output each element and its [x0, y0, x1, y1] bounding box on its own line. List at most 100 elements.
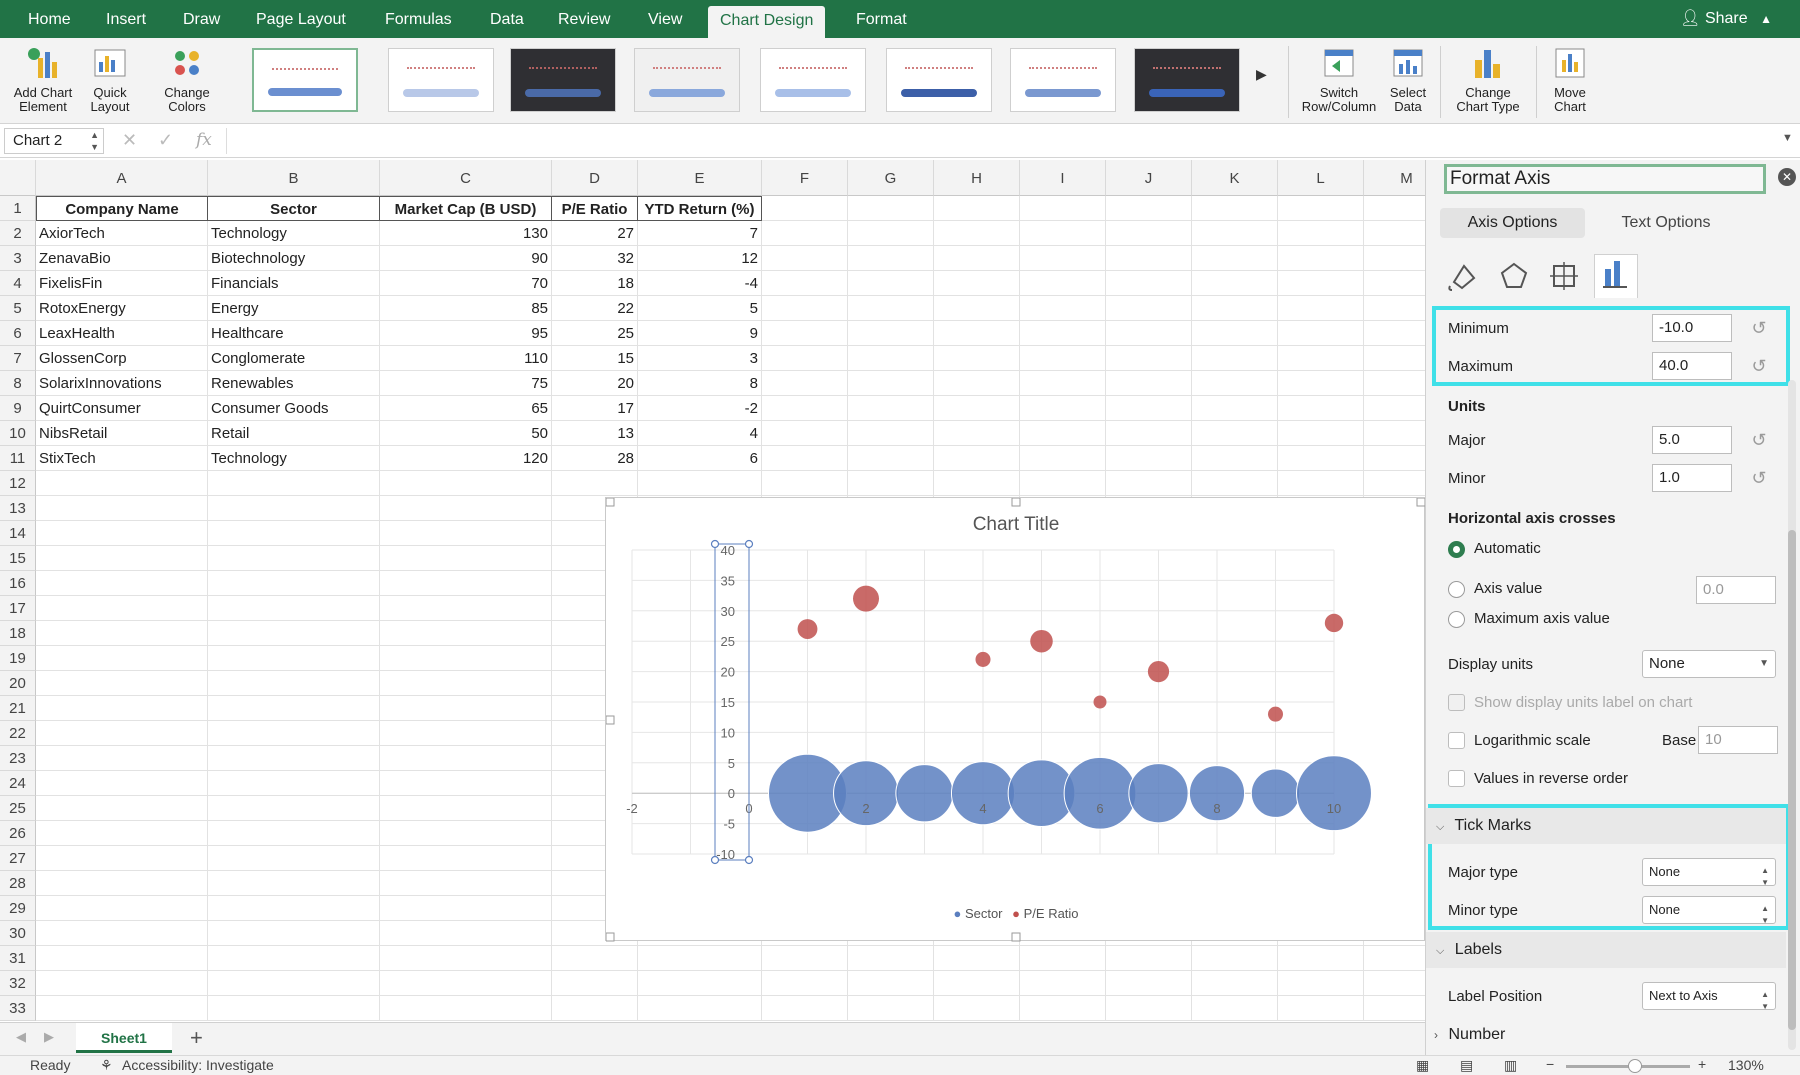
empty-cell[interactable] [1192, 371, 1278, 396]
empty-cell[interactable] [762, 421, 848, 446]
empty-cell[interactable] [1364, 296, 1425, 321]
table-cell[interactable]: Retail [208, 421, 380, 446]
empty-cell[interactable] [848, 996, 934, 1021]
bubble-pe-ratio[interactable] [1147, 660, 1170, 683]
empty-cell[interactable] [1106, 971, 1192, 996]
empty-cell[interactable] [762, 996, 848, 1021]
empty-cell[interactable] [1192, 421, 1278, 446]
row-header[interactable]: 32 [0, 971, 36, 996]
table-cell[interactable]: 120 [380, 446, 552, 471]
table-cell[interactable]: -2 [638, 396, 762, 421]
empty-cell[interactable] [1020, 446, 1106, 471]
table-cell[interactable]: 65 [380, 396, 552, 421]
empty-cell[interactable] [1364, 321, 1425, 346]
empty-cell[interactable] [208, 596, 380, 621]
empty-cell[interactable] [552, 971, 638, 996]
empty-cell[interactable] [1364, 971, 1425, 996]
table-cell[interactable]: 13 [552, 421, 638, 446]
empty-cell[interactable] [848, 371, 934, 396]
table-cell[interactable]: 9 [638, 321, 762, 346]
chart-area[interactable]: Chart Title -2 0 2 4 6 8 10 40 35 30 25 20 15 10 5 0 -5-… [605, 497, 1426, 942]
empty-cell[interactable] [36, 471, 208, 496]
empty-cell[interactable] [1020, 371, 1106, 396]
empty-cell[interactable] [1364, 371, 1425, 396]
empty-cell[interactable] [1020, 996, 1106, 1021]
switch-row-column-button[interactable]: Switch Row/Column [1296, 46, 1382, 114]
table-cell[interactable]: 22 [552, 296, 638, 321]
empty-cell[interactable] [848, 396, 934, 421]
column-header[interactable]: M [1364, 160, 1425, 196]
empty-cell[interactable] [36, 996, 208, 1021]
table-cell[interactable]: Consumer Goods [208, 396, 380, 421]
row-header[interactable]: 6 [0, 321, 36, 346]
table-cell[interactable]: 17 [552, 396, 638, 421]
zoom-slider-thumb[interactable] [1628, 1059, 1642, 1073]
empty-cell[interactable] [208, 471, 380, 496]
row-header[interactable]: 12 [0, 471, 36, 496]
column-header[interactable]: H [934, 160, 1020, 196]
empty-cell[interactable] [1278, 371, 1364, 396]
log-scale-checkbox[interactable] [1448, 732, 1465, 749]
row-header[interactable]: 11 [0, 446, 36, 471]
empty-cell[interactable] [380, 596, 552, 621]
empty-cell[interactable] [36, 621, 208, 646]
empty-cell[interactable] [208, 621, 380, 646]
bubble-sector[interactable] [1188, 765, 1246, 822]
empty-cell[interactable] [1020, 396, 1106, 421]
empty-cell[interactable] [638, 471, 762, 496]
table-cell[interactable]: 4 [638, 421, 762, 446]
zoom-in-button[interactable]: + [1698, 1056, 1707, 1072]
effects-icon[interactable] [1494, 256, 1538, 296]
chart-style-5[interactable] [760, 48, 866, 112]
empty-cell[interactable] [552, 946, 638, 971]
change-colors-button[interactable]: Change Colors [152, 46, 222, 114]
empty-cell[interactable] [380, 846, 552, 871]
chart-resize-handle[interactable] [606, 498, 615, 507]
empty-cell[interactable] [36, 846, 208, 871]
bubble-pe-ratio[interactable] [1267, 706, 1284, 722]
crosses-automatic-radio[interactable] [1448, 541, 1465, 558]
chart-resize-handle[interactable] [606, 932, 615, 942]
empty-cell[interactable] [208, 796, 380, 821]
empty-cell[interactable] [1020, 321, 1106, 346]
table-cell[interactable]: Technology [208, 446, 380, 471]
empty-cell[interactable] [1106, 371, 1192, 396]
table-cell[interactable]: 90 [380, 246, 552, 271]
empty-cell[interactable] [1364, 221, 1425, 246]
empty-cell[interactable] [762, 446, 848, 471]
change-chart-type-button[interactable]: Change Chart Type [1448, 46, 1528, 114]
accessibility-status[interactable]: Accessibility: Investigate [122, 1057, 274, 1073]
cancel-icon[interactable]: ✕ [122, 130, 138, 150]
empty-cell[interactable] [208, 496, 380, 521]
empty-cell[interactable] [1106, 246, 1192, 271]
empty-cell[interactable] [638, 996, 762, 1021]
bubble-pe-ratio[interactable] [853, 585, 879, 612]
base-input[interactable]: 10 [1698, 726, 1778, 754]
empty-cell[interactable] [1106, 446, 1192, 471]
empty-cell[interactable] [380, 571, 552, 596]
empty-cell[interactable] [36, 771, 208, 796]
menu-insert[interactable]: Insert [106, 11, 147, 28]
normal-view-icon[interactable]: ▦ [1416, 1057, 1430, 1073]
empty-cell[interactable] [380, 821, 552, 846]
empty-cell[interactable] [36, 821, 208, 846]
empty-cell[interactable] [848, 246, 934, 271]
empty-cell[interactable] [762, 396, 848, 421]
empty-cell[interactable] [1192, 296, 1278, 321]
empty-cell[interactable] [1020, 946, 1106, 971]
bubble-pe-ratio[interactable] [797, 619, 818, 639]
empty-cell[interactable] [1192, 396, 1278, 421]
empty-cell[interactable] [208, 896, 380, 921]
empty-cell[interactable] [36, 871, 208, 896]
empty-cell[interactable] [208, 771, 380, 796]
column-header[interactable]: E [638, 160, 762, 196]
empty-cell[interactable] [934, 271, 1020, 296]
table-cell[interactable]: 32 [552, 246, 638, 271]
empty-cell[interactable] [36, 546, 208, 571]
axis-value-input[interactable]: 0.0 [1696, 576, 1776, 604]
empty-cell[interactable] [1106, 396, 1192, 421]
empty-cell[interactable] [380, 796, 552, 821]
chart-resize-handle[interactable] [606, 715, 615, 725]
maximum-input[interactable]: 40.0 [1652, 352, 1732, 380]
empty-cell[interactable] [552, 471, 638, 496]
